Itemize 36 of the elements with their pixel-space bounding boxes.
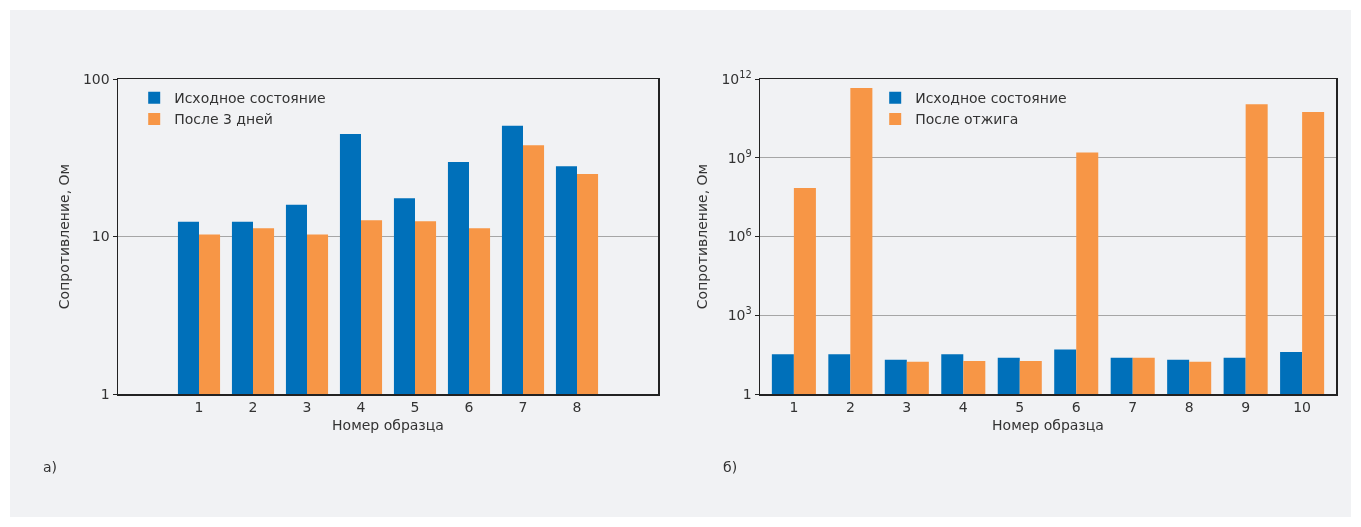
- x-tick-label: 3: [302, 399, 312, 416]
- y-axis-title: Сопротивление, Ом: [694, 163, 711, 310]
- text: б): [723, 459, 738, 475]
- y-tick-label: 10$^{6}$: [727, 226, 752, 245]
- x-axis-title: Номер образца: [992, 417, 1104, 434]
- y-axis-title: Сопротивление, Ом: [55, 163, 72, 310]
- text: а): [43, 459, 58, 475]
- x-tick-label: 6: [464, 399, 474, 416]
- x-tick-label: 4: [958, 399, 968, 416]
- legend-label: После отжига: [915, 111, 1019, 128]
- y-tick-label: 10$^{3}$: [727, 305, 752, 324]
- x-tick-label: 8: [572, 399, 582, 416]
- x-tick-label: 3: [902, 399, 912, 416]
- x-tick-label: 1: [789, 399, 799, 416]
- y-tick-label: 10$^{9}$: [727, 147, 752, 166]
- x-tick-label: 10: [1293, 399, 1312, 416]
- y-tick-label: 10: [91, 228, 110, 245]
- x-tick-label: 7: [1128, 399, 1138, 416]
- x-tick-label: 6: [1071, 399, 1081, 416]
- x-tick-label: 7: [518, 399, 528, 416]
- x-tick-label: 8: [1184, 399, 1194, 416]
- x-tick-label: 2: [845, 399, 855, 416]
- x-tick-label: 9: [1241, 399, 1251, 416]
- y-tick-label: 1: [100, 385, 110, 402]
- x-tick-label: 1: [194, 399, 204, 416]
- x-tick-label: 4: [356, 399, 366, 416]
- legend-label: После 3 дней: [174, 111, 273, 128]
- x-tick-label: 5: [410, 399, 420, 416]
- x-tick-label: 5: [1015, 399, 1025, 416]
- x-axis-title: Номер образца: [332, 417, 444, 434]
- x-tick-label: 2: [248, 399, 258, 416]
- legend-label: Исходное состояние: [915, 90, 1067, 107]
- legend-label: Исходное состояние: [174, 90, 326, 107]
- y-tick-label: 1: [742, 385, 752, 402]
- y-tick-label: 100: [82, 70, 110, 87]
- y-tick-label: 10$^{12}$: [721, 69, 752, 87]
